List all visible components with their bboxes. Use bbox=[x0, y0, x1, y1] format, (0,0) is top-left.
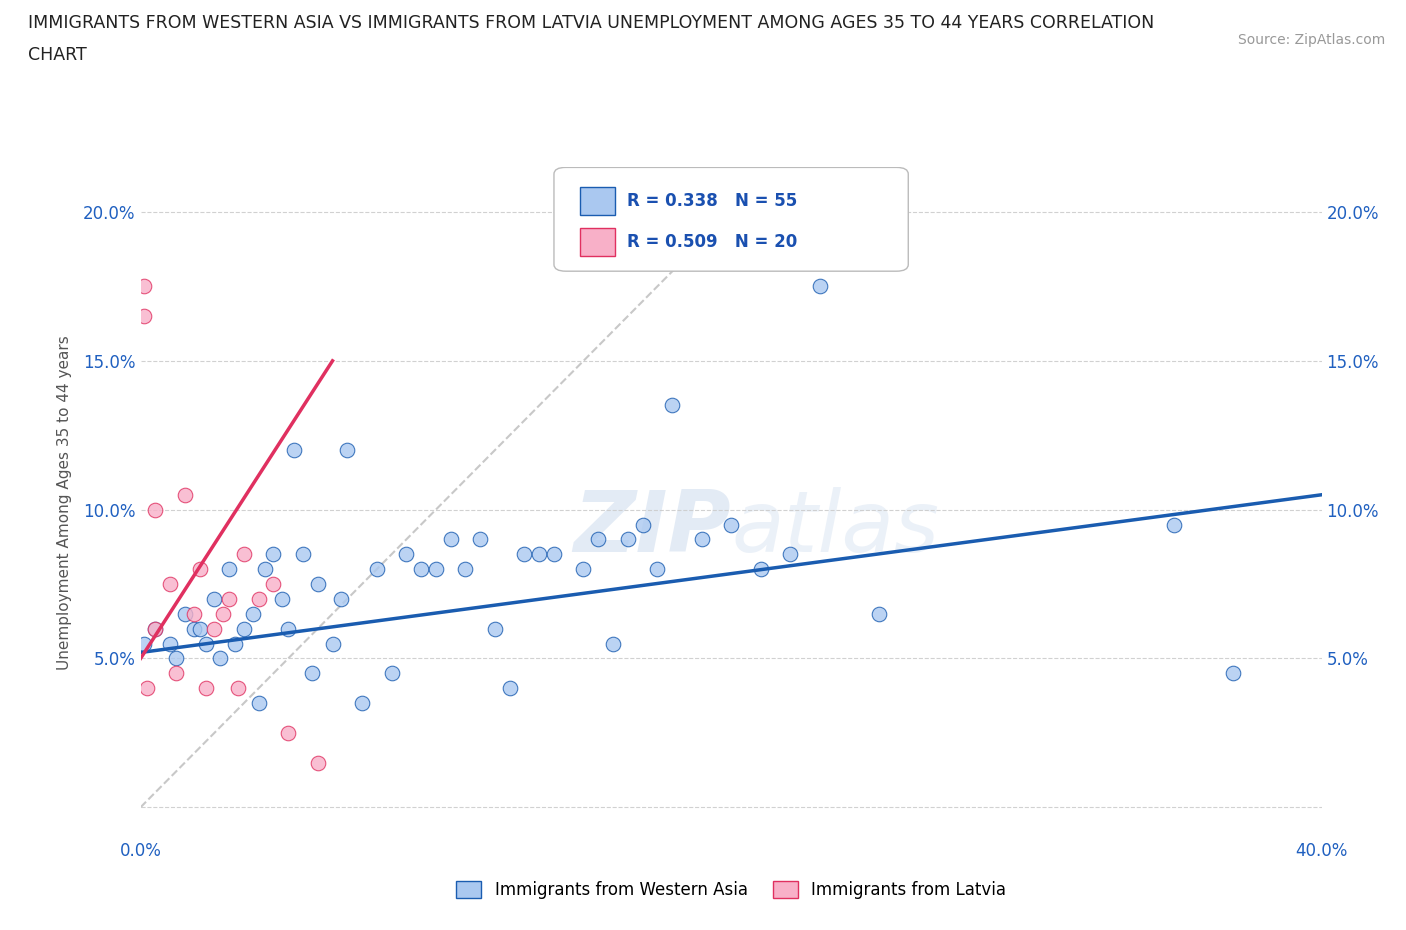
Point bbox=[572, 562, 595, 577]
Point bbox=[645, 562, 669, 577]
Text: atlas: atlas bbox=[731, 487, 939, 570]
Point bbox=[145, 621, 166, 636]
Point bbox=[183, 621, 205, 636]
Point bbox=[661, 398, 683, 413]
Point bbox=[132, 279, 155, 294]
Point bbox=[247, 591, 270, 606]
Point bbox=[631, 517, 654, 532]
Point bbox=[277, 725, 299, 740]
Point bbox=[283, 443, 305, 458]
Text: Source: ZipAtlas.com: Source: ZipAtlas.com bbox=[1237, 33, 1385, 46]
Point bbox=[188, 621, 211, 636]
Y-axis label: Unemployment Among Ages 35 to 44 years: Unemployment Among Ages 35 to 44 years bbox=[58, 335, 72, 670]
Point bbox=[292, 547, 315, 562]
Point bbox=[498, 681, 520, 696]
Point bbox=[336, 443, 359, 458]
Point bbox=[262, 547, 284, 562]
Point bbox=[484, 621, 506, 636]
Point bbox=[411, 562, 433, 577]
Point bbox=[226, 681, 249, 696]
Point bbox=[218, 562, 240, 577]
Point bbox=[690, 532, 713, 547]
Point bbox=[174, 487, 197, 502]
Point bbox=[233, 547, 256, 562]
Point bbox=[720, 517, 742, 532]
Point bbox=[366, 562, 388, 577]
Point bbox=[233, 621, 256, 636]
Point bbox=[602, 636, 624, 651]
Point bbox=[253, 562, 276, 577]
Point bbox=[307, 755, 329, 770]
Point bbox=[454, 562, 477, 577]
Point bbox=[159, 577, 181, 591]
Point bbox=[174, 606, 197, 621]
Point bbox=[277, 621, 299, 636]
Point bbox=[1222, 666, 1244, 681]
Point bbox=[218, 591, 240, 606]
Point bbox=[188, 562, 211, 577]
Legend: Immigrants from Western Asia, Immigrants from Latvia: Immigrants from Western Asia, Immigrants… bbox=[450, 874, 1012, 906]
Point bbox=[749, 562, 772, 577]
Point bbox=[209, 651, 232, 666]
Point bbox=[588, 532, 610, 547]
Point bbox=[616, 532, 638, 547]
Text: R = 0.338   N = 55: R = 0.338 N = 55 bbox=[627, 192, 797, 209]
Point bbox=[395, 547, 418, 562]
Point bbox=[330, 591, 353, 606]
Point bbox=[425, 562, 447, 577]
Bar bbox=[579, 229, 616, 257]
Point bbox=[159, 636, 181, 651]
Text: IMMIGRANTS FROM WESTERN ASIA VS IMMIGRANTS FROM LATVIA UNEMPLOYMENT AMONG AGES 3: IMMIGRANTS FROM WESTERN ASIA VS IMMIGRAN… bbox=[28, 14, 1154, 32]
Point bbox=[183, 606, 205, 621]
Point bbox=[132, 636, 155, 651]
Text: R = 0.509   N = 20: R = 0.509 N = 20 bbox=[627, 233, 797, 251]
Point bbox=[307, 577, 329, 591]
Point bbox=[470, 532, 492, 547]
Point bbox=[262, 577, 284, 591]
Point bbox=[224, 636, 246, 651]
Point bbox=[165, 666, 187, 681]
Point bbox=[439, 532, 461, 547]
Point bbox=[145, 621, 166, 636]
Point bbox=[202, 621, 225, 636]
FancyBboxPatch shape bbox=[554, 167, 908, 272]
Point bbox=[242, 606, 264, 621]
Bar bbox=[579, 187, 616, 215]
Point bbox=[194, 636, 217, 651]
Point bbox=[868, 606, 890, 621]
Text: ZIP: ZIP bbox=[574, 487, 731, 570]
Point bbox=[145, 502, 166, 517]
Point bbox=[513, 547, 536, 562]
Point bbox=[301, 666, 323, 681]
Point bbox=[194, 681, 217, 696]
Point bbox=[165, 651, 187, 666]
Point bbox=[135, 681, 157, 696]
Point bbox=[779, 547, 801, 562]
Point bbox=[212, 606, 235, 621]
Text: CHART: CHART bbox=[28, 46, 87, 64]
Point bbox=[132, 309, 155, 324]
Point bbox=[543, 547, 565, 562]
Point bbox=[352, 696, 374, 711]
Point bbox=[1163, 517, 1185, 532]
Point bbox=[380, 666, 404, 681]
Point bbox=[202, 591, 225, 606]
Point bbox=[271, 591, 294, 606]
Point bbox=[529, 547, 551, 562]
Point bbox=[321, 636, 344, 651]
Point bbox=[808, 279, 831, 294]
Point bbox=[247, 696, 270, 711]
